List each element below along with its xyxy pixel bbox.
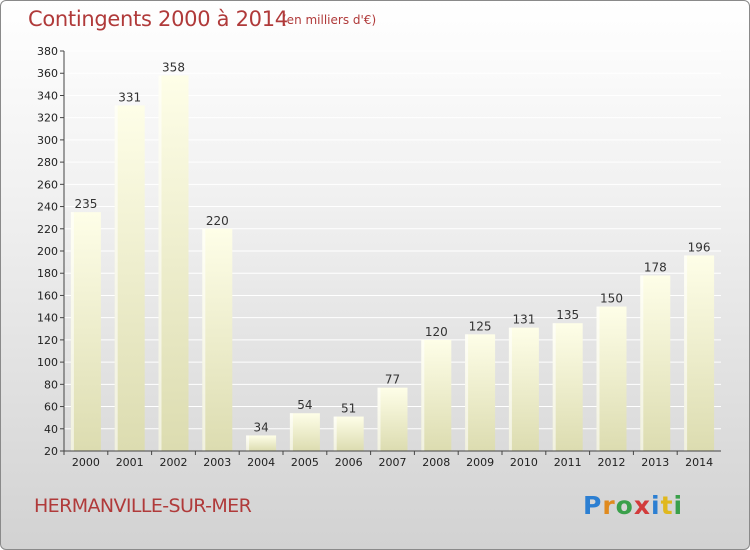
bar-highlight [202,228,206,451]
x-tick-label-2006: 2006 [335,456,363,469]
value-label-2002: 358 [162,60,185,74]
x-tick-label-2010: 2010 [510,456,538,469]
bar-2004 [246,435,277,451]
x-tick-label-2013: 2013 [641,456,669,469]
y-tick-label: 260 [37,178,58,191]
y-axis-ticks: 20 40 60 80 100 120 140 160 180 200 220 240 260 280 30… [37,45,64,458]
x-axis-ticks: 2000 2001 2002 2003 2004 2005 2006 2007 2008 2009… [63,451,713,469]
y-tick-label: 200 [37,245,58,258]
bar-2008 [421,339,452,451]
y-tick-label: 360 [37,67,58,80]
x-tick-label-2000: 2000 [72,456,100,469]
bar-2010 [508,327,539,451]
value-label-2005: 54 [297,398,312,412]
y-tick-label: 80 [44,378,58,391]
value-label-2012: 150 [600,292,623,306]
commune-name: HERMANVILLE-SUR-MER [34,495,252,517]
y-tick-label: 240 [37,201,58,214]
bar-highlight [377,387,381,451]
bar-highlight [70,212,74,451]
x-tick-label-2012: 2012 [598,456,626,469]
bar-highlight [289,413,293,451]
bar-highlight [246,435,250,451]
value-label-2006: 51 [341,402,356,416]
x-tick-label-2002: 2002 [160,456,188,469]
bar-2013 [640,275,671,451]
y-tick-label: 120 [37,334,58,347]
value-label-2000: 235 [74,197,97,211]
value-label-2007: 77 [385,373,400,387]
bar-highlight [684,255,688,451]
bar-2000 [70,212,101,451]
bar-2001 [114,105,145,451]
value-label-2011: 135 [556,308,579,322]
bar-highlight [114,105,118,451]
chart-subtitle: (en milliers d'€) [282,13,377,27]
x-tick-label-2009: 2009 [466,456,494,469]
x-tick-label-2001: 2001 [116,456,144,469]
y-tick-label: 340 [37,89,58,102]
bar-2002 [158,75,189,451]
x-tick-label-2007: 2007 [379,456,407,469]
y-tick-label: 320 [37,112,58,125]
value-label-2001: 331 [118,90,141,104]
x-tick-label-2014: 2014 [685,456,713,469]
bar-highlight [465,334,469,451]
bar-highlight [552,323,556,451]
y-tick-label: 100 [37,356,58,369]
value-label-2009: 125 [469,319,492,333]
bar-highlight [596,306,600,451]
value-label-2013: 178 [644,260,667,274]
axes [63,51,721,452]
bar-2009 [465,334,496,451]
bar-2006 [333,416,364,451]
x-tick-label-2003: 2003 [203,456,231,469]
x-tick-label-2011: 2011 [554,456,582,469]
y-tick-label: 160 [37,289,58,302]
bar-highlight [421,339,425,451]
chart-title: Contingents 2000 à 2014 [28,7,288,31]
bar-2011 [552,323,583,451]
bar-2005 [289,413,320,451]
bar-highlight [158,75,162,451]
bar-2012 [596,306,627,451]
proxiti-logo[interactable]: Proxiti [583,491,684,520]
value-label-2014: 196 [688,240,711,254]
value-label-2010: 131 [512,313,535,327]
x-tick-label-2008: 2008 [422,456,450,469]
y-tick-label: 140 [37,312,58,325]
y-tick-label: 280 [37,156,58,169]
bar-highlight [640,275,644,451]
x-tick-label-2004: 2004 [247,456,275,469]
bar-highlight [508,327,512,451]
bar-highlight [333,416,337,451]
y-tick-label: 220 [37,223,58,236]
value-label-2003: 220 [206,214,229,228]
y-tick-label: 40 [44,423,58,436]
bars: 235 331 358 220 34 54 51 77 120 125 131 135 150 178 19… [70,60,715,451]
y-tick-label: 380 [37,45,58,58]
x-tick-label-2005: 2005 [291,456,319,469]
value-label-2008: 120 [425,325,448,339]
y-tick-label: 20 [44,445,58,458]
bar-2007 [377,387,408,451]
y-tick-label: 60 [44,401,58,414]
y-tick-label: 300 [37,134,58,147]
value-label-2004: 34 [253,420,268,434]
y-tick-label: 180 [37,267,58,280]
bar-2014 [684,255,715,451]
bar-2003 [202,228,233,451]
